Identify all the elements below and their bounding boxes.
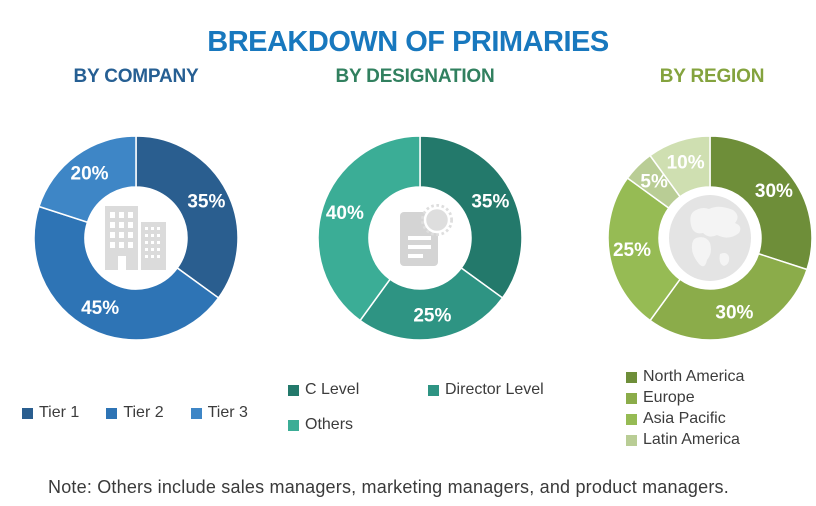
segment-percent-label: 20%	[71, 164, 109, 185]
legend-swatch	[106, 407, 118, 419]
segment-percent-label: 30%	[755, 181, 793, 202]
donut-segment	[419, 136, 522, 300]
donut-segments: 35% 25% 40%	[318, 136, 522, 340]
segment-percent-label: 25%	[613, 240, 651, 261]
legend-swatch	[428, 384, 439, 396]
segment-percent-label: 45%	[81, 298, 119, 319]
legend-swatch	[626, 413, 637, 425]
document-icon	[400, 204, 453, 266]
legend-label: Others	[305, 416, 354, 433]
donut-segment	[608, 176, 682, 322]
donut-segment	[709, 136, 812, 271]
legend-label: Europe	[643, 389, 695, 406]
legend-item: Europe	[626, 389, 744, 407]
legend-item: Tier 3	[190, 404, 248, 422]
chart-title-by-company: BY COMPANY	[73, 66, 199, 87]
donut-chart-by-company: 35% 45% 20%	[34, 136, 238, 340]
chart-title-by-region: BY REGION	[659, 66, 765, 87]
segment-percent-label: 40%	[326, 203, 364, 224]
legend-item: Tier 1	[22, 404, 79, 422]
donut-segment	[38, 136, 137, 224]
donut-segment	[648, 252, 808, 340]
legend-label: Latin America	[643, 431, 740, 448]
legend-label: Tier 1	[39, 404, 80, 421]
legend-item: Others	[288, 416, 428, 434]
donut-chart-by-region: 30% 30% 25% 5%10%	[608, 136, 812, 340]
donut-segments: 30% 30% 25% 5%10%	[608, 136, 812, 340]
legend-swatch	[288, 384, 299, 396]
legend-item: Latin America	[626, 431, 744, 449]
legend-swatch	[22, 407, 33, 419]
page-title: BREAKDOWN OF PRIMARIES	[207, 26, 609, 58]
segment-percent-label: 30%	[715, 303, 753, 324]
footnote: Note: Others include sales managers, mar…	[48, 477, 729, 497]
legend-label: C Level	[305, 381, 360, 398]
donut-segment	[358, 266, 504, 340]
legend-item: North America	[626, 368, 744, 386]
segment-percent-label: 25%	[413, 306, 451, 327]
legend-label: Tier 2	[123, 404, 164, 421]
legend-label: Director Level	[445, 381, 544, 398]
legend-swatch	[288, 419, 299, 431]
legend-item: Tier 2	[106, 404, 164, 422]
legend-item: Director Level	[428, 381, 544, 399]
donut-segment	[648, 136, 711, 198]
legend-swatch	[626, 392, 637, 404]
segment-percent-label: 5%	[640, 172, 668, 193]
chart-title-by-designation: BY DESIGNATION	[335, 66, 495, 87]
legend-by-company: Tier 1 Tier 2 Tier 3	[22, 404, 248, 422]
legend-by-designation: C Level Director Level Others	[288, 381, 544, 434]
donut-segment	[34, 205, 220, 340]
globe-icon	[669, 195, 751, 281]
building-icon	[105, 206, 166, 270]
donut-segment	[318, 136, 421, 322]
donut-segment	[135, 136, 238, 300]
segment-percent-label: 35%	[187, 192, 225, 213]
donut-segments: 35% 45% 20%	[34, 136, 238, 340]
segment-percent-label: 10%	[667, 152, 705, 173]
donut-chart-by-designation: 35% 25% 40%	[318, 136, 522, 340]
legend-label: Tier 3	[207, 404, 248, 421]
legend-by-region: North America Europe Asia Pacific Latin Ame…	[626, 368, 744, 449]
legend-swatch	[626, 434, 637, 446]
legend-swatch	[626, 371, 637, 383]
legend-label: North America	[643, 368, 745, 385]
legend-item: C Level	[288, 381, 428, 399]
segment-percent-label: 35%	[471, 192, 509, 213]
legend-label: Asia Pacific	[643, 410, 726, 427]
legend-item: Asia Pacific	[626, 410, 744, 428]
legend-swatch	[190, 407, 202, 419]
